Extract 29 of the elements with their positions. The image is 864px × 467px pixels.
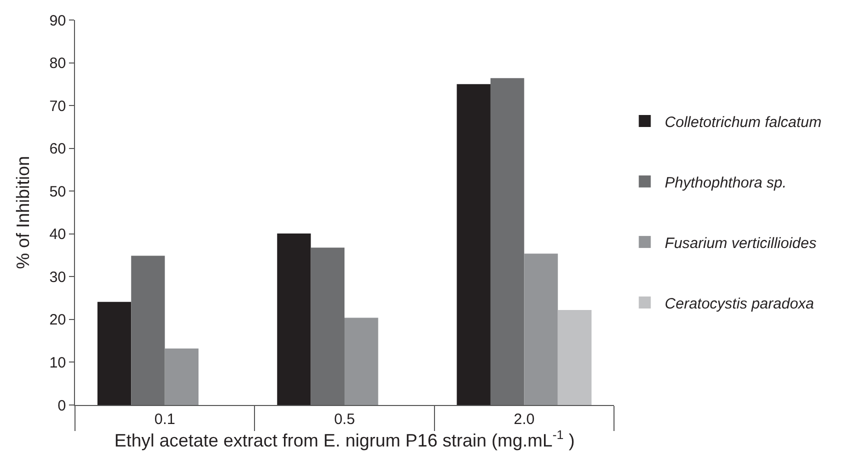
bar bbox=[131, 256, 165, 405]
bar bbox=[344, 318, 378, 405]
bar bbox=[97, 302, 132, 405]
bar bbox=[524, 254, 558, 405]
y-tick-label: 40 bbox=[49, 226, 66, 244]
y-tick-label: 80 bbox=[49, 55, 66, 72]
y-tick-label: 90 bbox=[49, 12, 66, 30]
y-tick-label: 70 bbox=[49, 98, 66, 115]
bar bbox=[310, 248, 344, 405]
bar bbox=[277, 233, 311, 405]
legend-label: Phythophthora sp. bbox=[664, 174, 787, 192]
y-tick-label: 50 bbox=[49, 183, 66, 200]
bar bbox=[490, 78, 524, 405]
x-tick-label: 2.0 bbox=[514, 411, 535, 428]
legend-label: Fusarium verticillioides bbox=[664, 234, 817, 252]
y-tick-label: 30 bbox=[49, 268, 66, 286]
legend-label: Colletotrichum falcatum bbox=[664, 114, 822, 131]
y-tick-label: 20 bbox=[49, 312, 66, 329]
x-axis-title: Ethyl acetate extract from E. nigrum P16 strain (mg.mL$^{-1}$ ) bbox=[114, 428, 575, 451]
bar bbox=[456, 84, 490, 405]
y-axis-title: % of Inhibition bbox=[13, 156, 33, 270]
y-tick-label: 0 bbox=[58, 397, 66, 414]
x-tick-label: 0.1 bbox=[154, 411, 176, 428]
legend-label: Ceratocystis paradoxa bbox=[664, 295, 814, 312]
bar bbox=[558, 310, 592, 405]
x-tick-label: 0.5 bbox=[334, 411, 355, 428]
y-tick-label: 60 bbox=[49, 140, 66, 158]
bar bbox=[164, 348, 199, 405]
y-tick-label: 10 bbox=[49, 354, 66, 372]
